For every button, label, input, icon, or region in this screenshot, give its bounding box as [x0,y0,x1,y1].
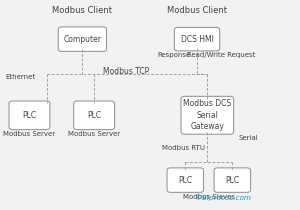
Text: Read/Write Request: Read/Write Request [187,52,255,58]
FancyBboxPatch shape [214,168,250,192]
FancyBboxPatch shape [58,27,106,51]
Text: Modbus Client: Modbus Client [167,6,227,15]
Text: PLC: PLC [178,176,192,185]
Text: PLC: PLC [87,111,101,120]
Text: Response: Response [157,52,190,58]
Text: Serial: Serial [238,135,258,141]
FancyBboxPatch shape [167,168,203,192]
Text: Modbus TCP: Modbus TCP [103,67,150,76]
Text: Modbus Server: Modbus Server [68,131,120,137]
FancyBboxPatch shape [9,101,50,130]
Text: DCS HMI: DCS HMI [181,35,214,44]
Text: ©Elprocus.com: ©Elprocus.com [196,194,251,201]
Text: Modbus Slaves: Modbus Slaves [183,194,235,200]
FancyBboxPatch shape [181,96,234,134]
Text: PLC: PLC [225,176,239,185]
Text: Computer: Computer [63,35,101,44]
Text: PLC: PLC [22,111,37,120]
Text: Ethernet: Ethernet [5,74,35,80]
Text: Modbus Client: Modbus Client [52,6,112,15]
Text: Modbus DCS
Serial
Gateway: Modbus DCS Serial Gateway [183,99,231,131]
Text: Modbus RTU: Modbus RTU [162,145,205,151]
FancyBboxPatch shape [74,101,115,130]
FancyBboxPatch shape [174,28,220,51]
Text: Modbus Server: Modbus Server [3,131,55,137]
